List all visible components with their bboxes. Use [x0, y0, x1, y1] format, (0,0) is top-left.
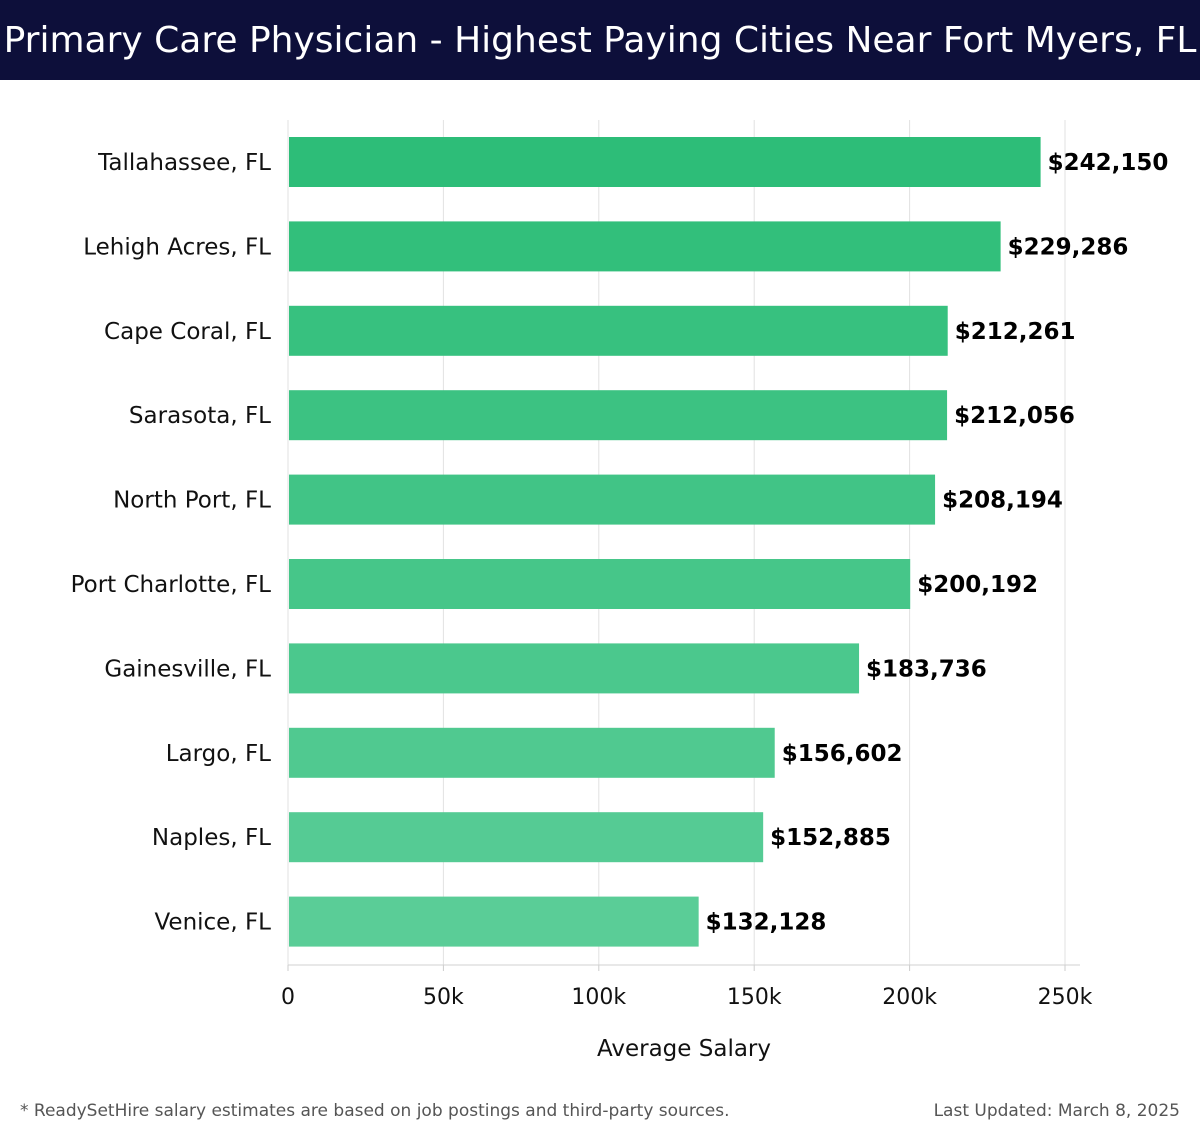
x-tick-label: 200k — [882, 985, 937, 1010]
category-label: Sarasota, FL — [129, 403, 271, 429]
bar — [289, 221, 1001, 272]
footer-disclaimer: * ReadySetHire salary estimates are base… — [20, 1101, 730, 1121]
data-label: $183,736 — [866, 656, 987, 682]
bar — [289, 390, 948, 441]
category-label: Naples, FL — [152, 825, 271, 851]
category-label: Gainesville, FL — [104, 656, 271, 682]
category-label: North Port, FL — [113, 488, 271, 514]
category-label: Lehigh Acres, FL — [83, 234, 271, 260]
bar — [289, 812, 764, 863]
x-tick-label: 150k — [727, 985, 782, 1010]
data-label: $208,194 — [942, 488, 1063, 514]
data-label: $152,885 — [770, 825, 891, 851]
data-label: $212,056 — [954, 403, 1075, 429]
data-label: $242,150 — [1048, 150, 1169, 176]
bar — [289, 474, 936, 525]
data-label: $132,128 — [706, 910, 827, 936]
category-label: Venice, FL — [154, 910, 271, 936]
data-label: $200,192 — [917, 572, 1038, 598]
x-tick-label: 100k — [571, 985, 626, 1010]
bar — [289, 643, 860, 694]
bar — [289, 559, 911, 609]
bar — [289, 727, 775, 778]
category-label: Cape Coral, FL — [104, 319, 271, 345]
category-label: Port Charlotte, FL — [71, 572, 272, 598]
x-tick-label: 250k — [1038, 985, 1093, 1010]
last-updated: Last Updated: March 8, 2025 — [933, 1101, 1180, 1121]
data-label: $212,261 — [955, 319, 1076, 345]
bar — [289, 305, 948, 356]
bar — [289, 137, 1041, 187]
x-tick-label: 50k — [423, 985, 464, 1010]
category-label: Tallahassee, FL — [97, 150, 271, 176]
x-axis-title: Average Salary — [597, 1036, 771, 1062]
x-tick-label: 0 — [281, 985, 295, 1010]
bar — [289, 896, 699, 947]
data-label: $229,286 — [1008, 234, 1129, 260]
chart-title-banner: Primary Care Physician - Highest Paying … — [0, 0, 1200, 80]
data-label: $156,602 — [782, 741, 903, 767]
chart-title: Primary Care Physician - Highest Paying … — [3, 19, 1197, 61]
category-label: Largo, FL — [166, 741, 271, 767]
